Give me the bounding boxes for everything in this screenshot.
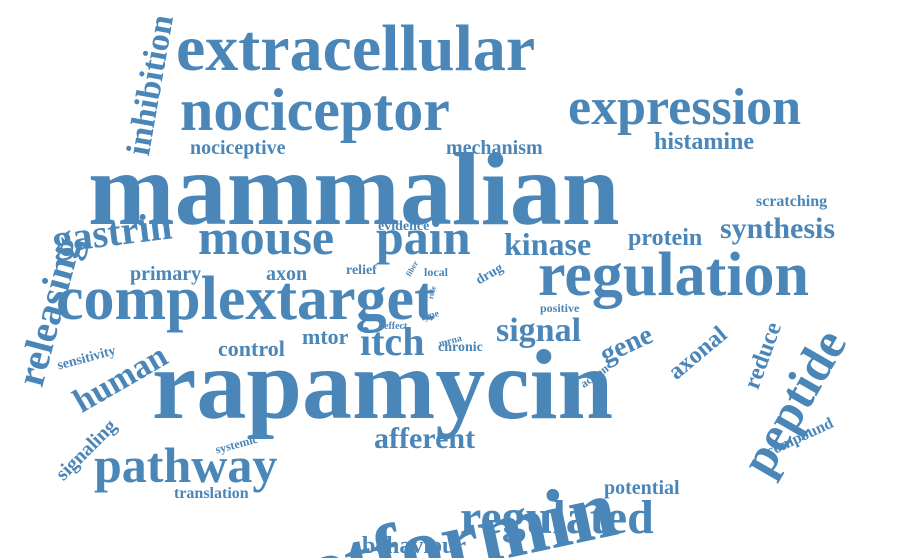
word-peptide: peptide [729,319,858,485]
word-local: local [424,265,448,279]
word-drug: drug [473,260,506,289]
word-control: control [218,336,285,361]
word-nociceptor: nociceptor [180,77,450,143]
word-translation: translation [174,485,249,502]
word-relief: relief [346,263,377,278]
word-afferent: afferent [374,422,476,455]
word-mammalian: mammalian [88,132,620,247]
word-axon: axon [266,263,308,285]
word-histamine: histamine [654,129,755,155]
word-itch: itch [360,319,425,364]
word-regulated: regulated [460,491,654,544]
word-evidence: evidence [378,219,430,234]
word-pathway: pathway [94,437,278,493]
word-protein: protein [628,225,703,251]
word-mechanism: mechanism [446,137,543,159]
word-pain: pain [376,209,471,265]
word-axonal: axonal [663,321,733,386]
word-expression: expression [568,79,802,136]
word-rapamycin: rapamycin [152,329,614,440]
word-regulation: regulation [538,241,809,309]
word-role: role [426,285,439,301]
word-kinase: kinase [504,226,592,262]
word-chronic: chronic [438,340,483,355]
word-mtor: mtor [302,324,349,349]
word-type: type [419,308,441,324]
word-scratching: scratching [756,193,828,210]
word-nociceptive: nociceptive [190,137,286,159]
word-extracellular: extracellular [176,12,536,85]
word-signal: signal [496,312,582,349]
word-effect: effect [384,321,408,332]
word-potential: potential [604,477,680,499]
word-primary: primary [130,263,202,285]
word-mouse: mouse [198,209,335,265]
word-positive: positive [540,301,580,315]
word-complextarget: complextarget [56,265,435,333]
word-synthesis: synthesis [720,212,836,245]
word-behaviour: behaviour [362,533,467,558]
